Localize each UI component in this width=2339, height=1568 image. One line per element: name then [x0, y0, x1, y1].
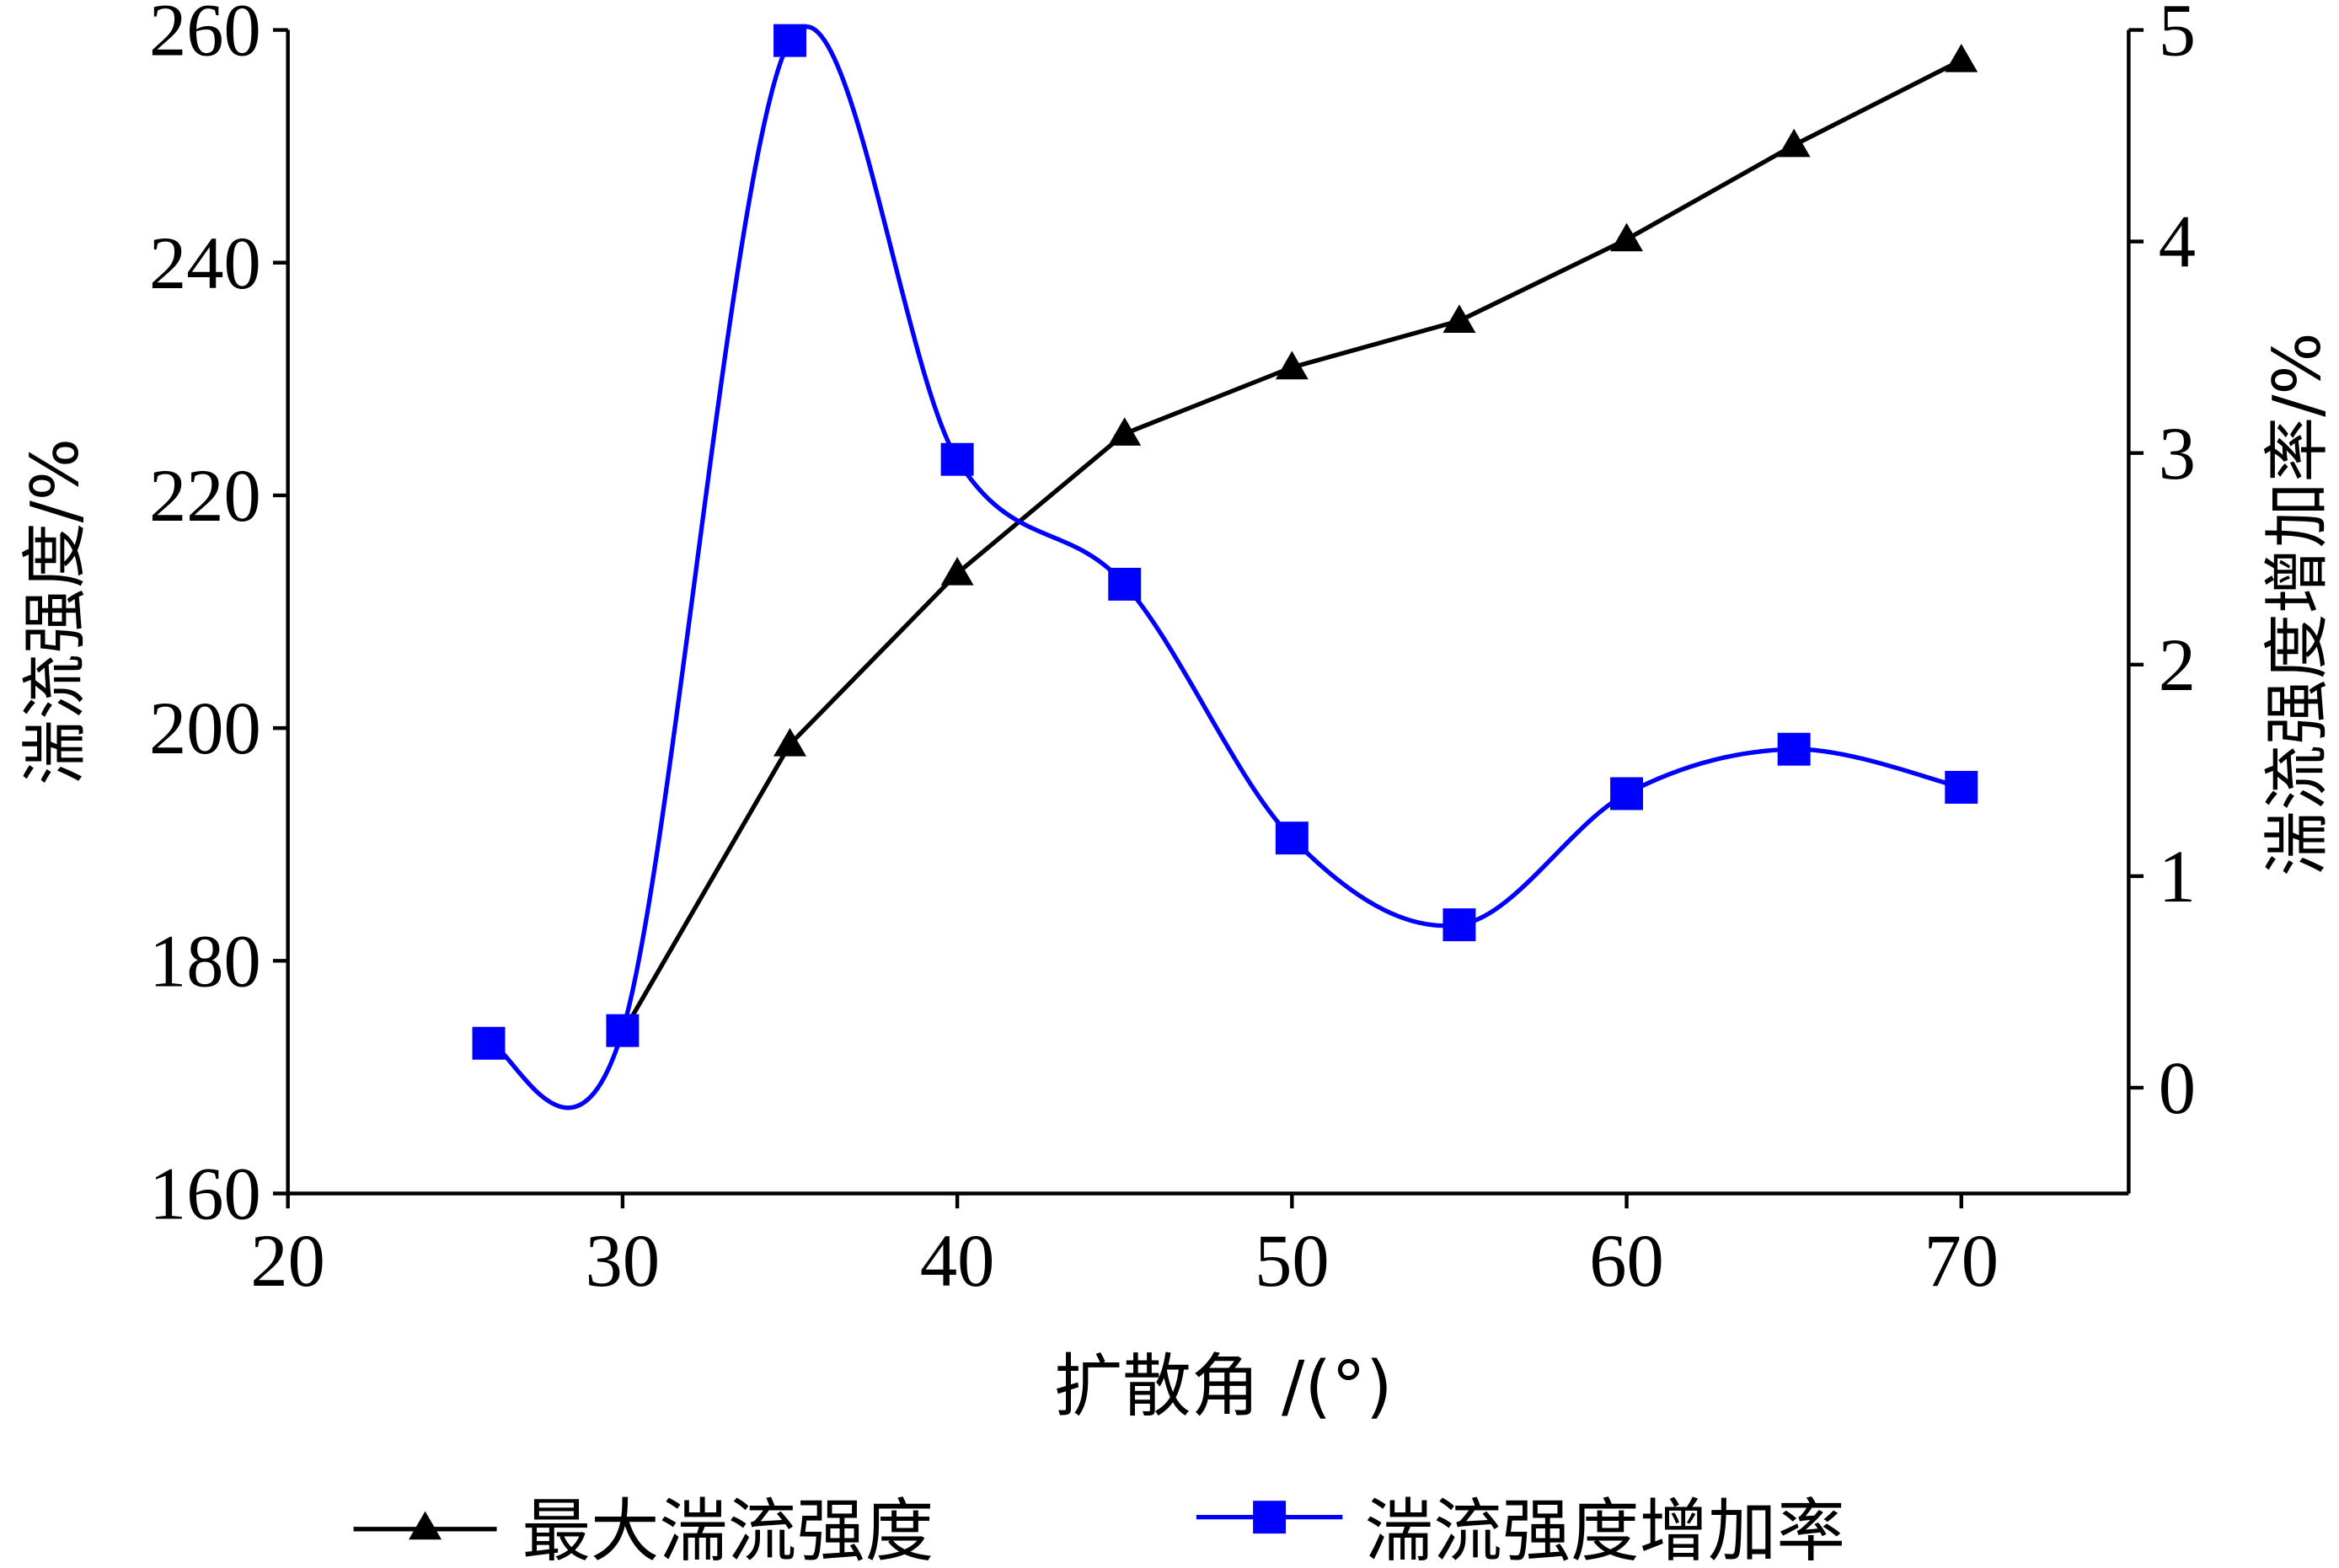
y-left-tick-label: 180 — [149, 920, 261, 1003]
axes: 20 30 40 50 60 70 160 180 200 220 240 260 0 1 2 3 4 5 — [149, 0, 2196, 1303]
data-point-square — [1610, 777, 1644, 811]
x-tick-label: 40 — [920, 1220, 995, 1303]
y-axis-right-label: 湍流强度增加率/% — [2260, 332, 2336, 875]
data-point-square — [606, 1014, 640, 1047]
x-tick-label: 20 — [250, 1220, 325, 1303]
x-tick-label: 70 — [1924, 1220, 1999, 1303]
x-tick-label: 30 — [586, 1220, 661, 1303]
y-left-tick-label: 260 — [149, 0, 261, 72]
x-axis-label: 扩散角 /(°) — [1054, 1346, 1393, 1426]
data-point-square — [472, 1026, 506, 1060]
series-layer — [472, 24, 1978, 1110]
data-point-triangle — [1108, 417, 1142, 446]
legend-label-series-1: 最大湍流强度 — [522, 1491, 934, 1568]
series-line-2 — [488, 24, 1962, 1110]
legend: 最大湍流强度 湍流强度增加率 — [353, 1491, 1845, 1568]
y-left-tick-label: 160 — [149, 1153, 261, 1236]
y-right-tick-label: 3 — [2159, 413, 2196, 495]
y-right-tick-label: 5 — [2159, 0, 2196, 72]
y-axis-left-label: 湍流强度/% — [18, 438, 94, 785]
data-point-triangle — [940, 556, 974, 586]
y-right-tick-label: 2 — [2159, 624, 2196, 707]
legend-marker-triangle — [409, 1511, 442, 1540]
x-tick-label: 50 — [1255, 1220, 1330, 1303]
data-point-square — [1777, 732, 1811, 766]
data-point-triangle — [1610, 222, 1644, 252]
data-point-square — [773, 24, 806, 57]
data-point-square — [940, 442, 974, 476]
legend-label-series-2: 湍流强度增加率 — [1365, 1491, 1845, 1568]
y-right-tick-label: 1 — [2159, 836, 2196, 918]
data-point-triangle — [1777, 128, 1811, 158]
x-tick-label: 60 — [1589, 1220, 1664, 1303]
y-left-tick-label: 200 — [149, 688, 261, 770]
series-line-1 — [620, 58, 1962, 1035]
data-point-triangle — [1945, 43, 1978, 72]
data-point-square — [1945, 770, 1978, 804]
y-left-tick-label: 220 — [149, 455, 261, 538]
y-left-tick-label: 240 — [149, 222, 261, 305]
data-point-triangle — [1442, 304, 1476, 333]
legend-marker-square — [1253, 1501, 1287, 1534]
data-point-square — [1108, 567, 1142, 601]
data-point-square — [1275, 821, 1309, 855]
data-point-triangle — [773, 727, 806, 757]
data-point-square — [1442, 908, 1476, 942]
y-right-tick-label: 4 — [2159, 201, 2196, 284]
y-right-tick-label: 0 — [2159, 1047, 2196, 1130]
data-point-triangle — [1275, 351, 1309, 380]
